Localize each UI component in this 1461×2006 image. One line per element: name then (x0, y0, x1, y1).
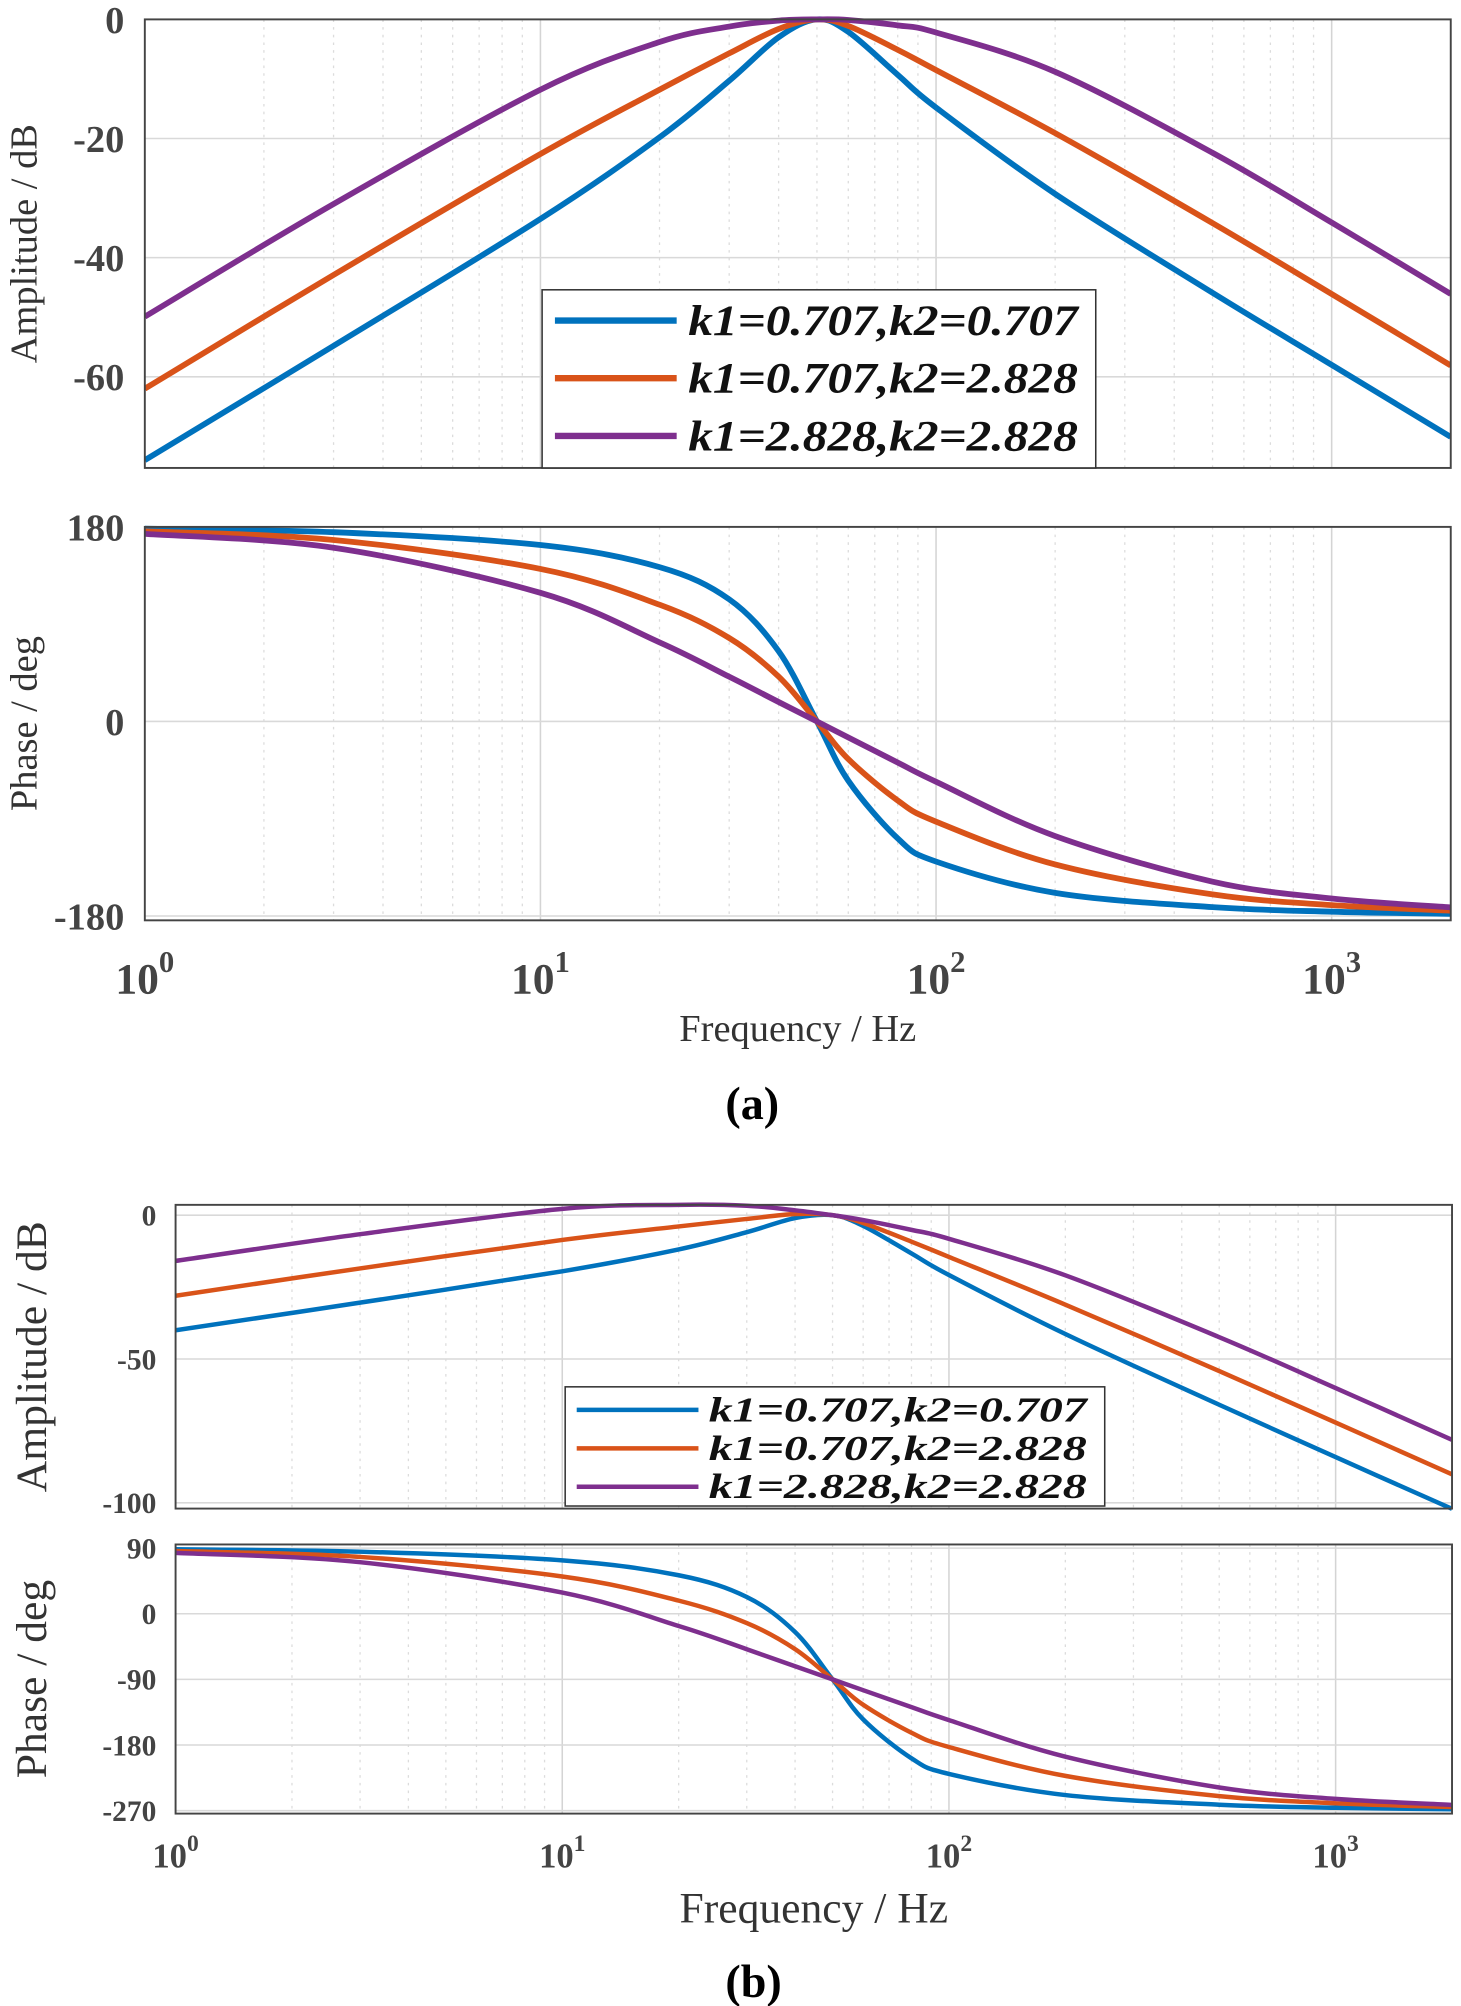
legend-entry-label: k1=0.707,k2=2.828 (688, 355, 1078, 403)
legend-entry-label: k1=0.707,k2=0.707 (709, 1391, 1089, 1429)
axes-frame (143, 525, 1452, 922)
y-tick-label: 0 (105, 702, 124, 744)
y-axis-label: Amplitude / dB (8, 1221, 56, 1492)
x-tick-exponent: 3 (1347, 1831, 1359, 1857)
x-tick-exponent: 2 (960, 1831, 972, 1857)
subplot-1: 0 -20 -40 -60 Amplitude / dB k1=0.707,k2=0.70… (4, 0, 1452, 469)
x-tick-label: 103 (1302, 945, 1361, 1003)
figure-label-b: (b) (725, 1956, 781, 2006)
x-tick-label: 103 (1312, 1831, 1358, 1875)
x-tick-base: 10 (152, 1837, 187, 1875)
x-tick-base: 10 (907, 955, 951, 1003)
y-tick-label: 0 (142, 1599, 157, 1631)
y-tick-label: -40 (73, 238, 124, 280)
series-line-1 (175, 1547, 1453, 1812)
axes-frame (174, 1203, 1453, 1510)
x-tick-base: 10 (539, 1837, 574, 1875)
x-tick-exponent: 0 (159, 945, 174, 979)
series-line-2 (175, 1548, 1453, 1810)
y-axis-label: Phase / deg (8, 1580, 56, 1778)
y-tick-label: 0 (105, 0, 124, 42)
y-tick-label: -180 (102, 1730, 156, 1762)
legend: k1=0.707,k2=0.707 k1=0.707,k2=2.828 k1=2.8… (541, 289, 1097, 469)
x-tick-base: 10 (1312, 1837, 1347, 1875)
x-tick-exponent: 2 (950, 945, 965, 979)
y-tick-label: -100 (102, 1488, 156, 1520)
legend: k1=0.707,k2=0.707k1=0.707,k2=2.828k1=2.8… (564, 1386, 1106, 1507)
y-tick-label: 180 (67, 507, 125, 549)
x-axis-label: Frequency / Hz (679, 1008, 916, 1050)
x-tick-exponent: 0 (187, 1831, 199, 1857)
x-tick-base: 10 (926, 1837, 961, 1875)
y-tick-label: -20 (73, 119, 124, 161)
x-tick-label: 100 (115, 945, 174, 1003)
series-line-3 (175, 1202, 1453, 1442)
x-tick-exponent: 3 (1346, 945, 1361, 979)
x-tick-base: 10 (115, 955, 159, 1003)
x-tick-exponent: 1 (555, 945, 570, 979)
axes-frame (174, 1543, 1453, 1815)
x-tick-label: 102 (907, 945, 966, 1003)
x-tick-label: 101 (511, 945, 570, 1003)
series-line-1 (144, 525, 1451, 917)
x-tick-exponent: 1 (574, 1831, 586, 1857)
y-tick-label: 90 (127, 1533, 156, 1565)
y-tick-label: -270 (102, 1796, 156, 1828)
y-tick-label: -50 (117, 1344, 156, 1376)
legend-entry-label: k1=2.828,k2=2.828 (709, 1468, 1087, 1506)
y-axis-label: Phase / deg (4, 636, 46, 811)
plot-area (144, 526, 1451, 921)
y-tick-label: 0 (142, 1201, 157, 1233)
figure-label-a: (a) (725, 1078, 779, 1129)
x-tick-label: 101 (539, 1831, 585, 1875)
x-tick-label: 100 (152, 1831, 198, 1875)
y-axis-label: Amplitude / dB (4, 124, 46, 363)
legend-entry-label: k1=2.828,k2=2.828 (688, 412, 1078, 460)
y-tick-label: -60 (73, 357, 124, 399)
series-line-3 (144, 531, 1451, 911)
legend-entry-label: k1=0.707,k2=2.828 (709, 1430, 1087, 1468)
x-tick-base: 10 (511, 955, 555, 1003)
y-tick-label: -90 (117, 1665, 156, 1697)
legend-entry-label: k1=0.707,k2=0.707 (688, 297, 1080, 345)
series-line-2 (144, 528, 1451, 914)
y-tick-label: -180 (54, 896, 124, 938)
series-line-3 (175, 1550, 1453, 1808)
x-tick-label: 102 (926, 1831, 972, 1875)
x-axis-label: Frequency / Hz (680, 1885, 949, 1933)
x-tick-base: 10 (1302, 955, 1346, 1003)
